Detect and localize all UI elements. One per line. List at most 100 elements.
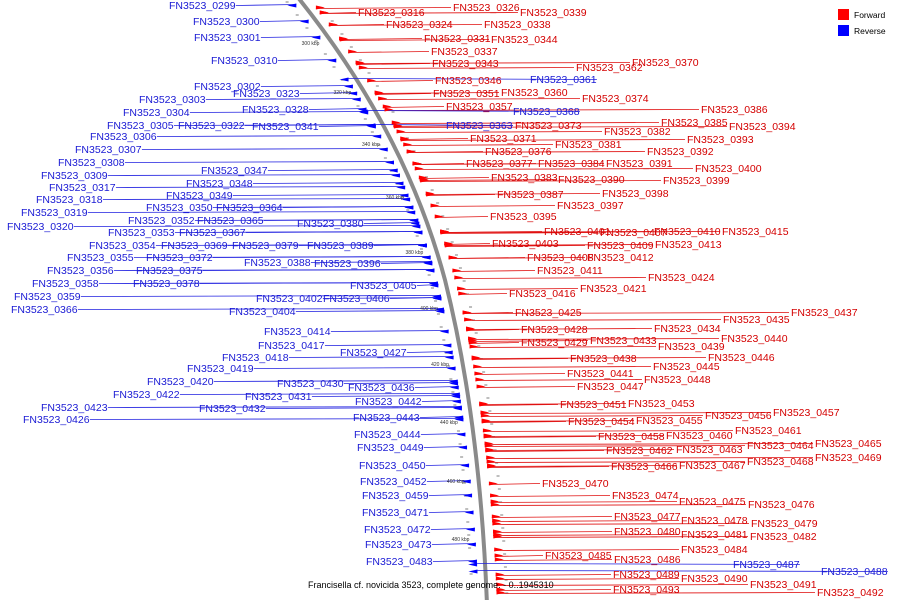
tick-dashes (285, 1, 509, 594)
gene-label: FN3523_0418 (222, 352, 289, 364)
forward-feature (494, 557, 504, 562)
leader-line (490, 495, 611, 497)
gene-label: FN3523_0465 (815, 438, 882, 450)
forward-feature (412, 161, 422, 166)
leader-line (288, 356, 454, 358)
leader-line (373, 244, 427, 246)
gene-label: FN3523_0319 (21, 207, 88, 219)
gene-label: FN3523_0423 (41, 402, 108, 414)
leader-line (156, 135, 382, 137)
leader-line (494, 549, 680, 551)
legend-swatch-reverse (838, 25, 849, 36)
leader-line (496, 589, 612, 591)
gene-label: FN3523_0448 (644, 374, 711, 386)
gene-label: FN3523_0404 (229, 306, 296, 318)
gene-label: FN3523_0479 (751, 518, 818, 530)
gene-label: FN3523_0407 (600, 227, 667, 239)
gene-label: FN3523_0371 (470, 133, 537, 145)
leader-line (102, 198, 411, 200)
gene-label: FN3523_0386 (701, 104, 768, 116)
gene-label: FN3523_0350 (146, 202, 213, 214)
leader-line (495, 574, 612, 576)
leader-line (245, 231, 423, 233)
reverse-feature (401, 197, 411, 202)
reverse-feature (468, 562, 478, 567)
leader-line (318, 125, 376, 127)
gene-label: FN3523_0473 (365, 539, 432, 551)
leader-line (406, 351, 453, 353)
leader-line (425, 464, 470, 466)
leader-line (107, 174, 400, 176)
gene-label: FN3523_0364 (216, 202, 283, 214)
leader-line (380, 262, 433, 264)
forward-feature (444, 242, 454, 247)
gene-label: FN3523_0309 (41, 170, 108, 182)
reverse-feature (339, 77, 349, 82)
gene-label: FN3523_0380 (297, 218, 364, 230)
gene-label: FN3523_0357 (446, 101, 513, 113)
forward-feature (462, 310, 472, 315)
gene-label: FN3523_0341 (252, 121, 319, 133)
reverse-feature (449, 381, 459, 386)
gene-label: FN3523_0362 (576, 62, 643, 74)
leader-lines (73, 4, 888, 594)
leader-line (421, 400, 461, 402)
leader-line (419, 416, 464, 418)
forward-feature (454, 275, 464, 280)
forward-feature (434, 214, 444, 219)
reverse-feature (411, 224, 421, 229)
gene-label: FN3523_0352 (128, 215, 195, 227)
reverse-feature (358, 109, 368, 114)
gene-label: FN3523_0437 (791, 307, 858, 319)
gene-label: FN3523_0398 (602, 188, 669, 200)
leader-line (468, 340, 589, 342)
leader-line (87, 211, 416, 213)
leader-line (486, 461, 746, 463)
forward-feature (448, 255, 458, 260)
gene-label: FN3523_0377 (466, 158, 533, 170)
leader-line (277, 59, 337, 61)
scale-tick-label: 460 kbp (447, 479, 465, 485)
leader-line (308, 108, 367, 110)
reverse-feature (464, 510, 474, 515)
reverse-feature (456, 432, 466, 437)
reverse-feature (388, 168, 398, 173)
leader-line (107, 406, 462, 408)
forward-feature (475, 377, 485, 382)
gene-label: FN3523_0462 (606, 445, 673, 457)
reverse-feature (378, 147, 388, 152)
leader-line (382, 106, 445, 108)
forward-feature (485, 447, 495, 452)
gene-label: FN3523_0456 (705, 410, 772, 422)
forward-feature (403, 142, 413, 147)
leader-line (457, 288, 579, 290)
forward-feature (492, 529, 502, 534)
leader-line (315, 7, 452, 9)
forward-feature (495, 576, 505, 581)
leader-line (485, 450, 605, 452)
reverse-feature (351, 97, 361, 102)
forward-feature (457, 286, 467, 291)
scale-tick-label: 340 kbp (362, 142, 380, 148)
gene-label: FN3523_0471 (362, 507, 429, 519)
gene-label: FN3523_0478 (681, 515, 748, 527)
gene-label: FN3523_0480 (614, 526, 681, 538)
reverse-feature (287, 3, 297, 8)
forward-feature (378, 96, 388, 101)
leader-line (393, 126, 728, 128)
leader-line (396, 131, 603, 133)
gene-label: FN3523_0351 (433, 88, 500, 100)
leader-line (260, 36, 321, 38)
genome-caption: Francisella cf. novicida 3523, complete … (308, 580, 554, 590)
forward-feature (491, 514, 501, 519)
leader-line (482, 430, 734, 432)
leader-line (483, 435, 665, 437)
leader-line (179, 393, 460, 395)
leader-line (494, 555, 544, 557)
gene-label: FN3523_0390 (558, 174, 625, 186)
forward-feature (484, 443, 494, 448)
gene-label: FN3523_0363 (446, 120, 513, 132)
leader-line (420, 180, 662, 182)
leader-line (476, 386, 576, 388)
